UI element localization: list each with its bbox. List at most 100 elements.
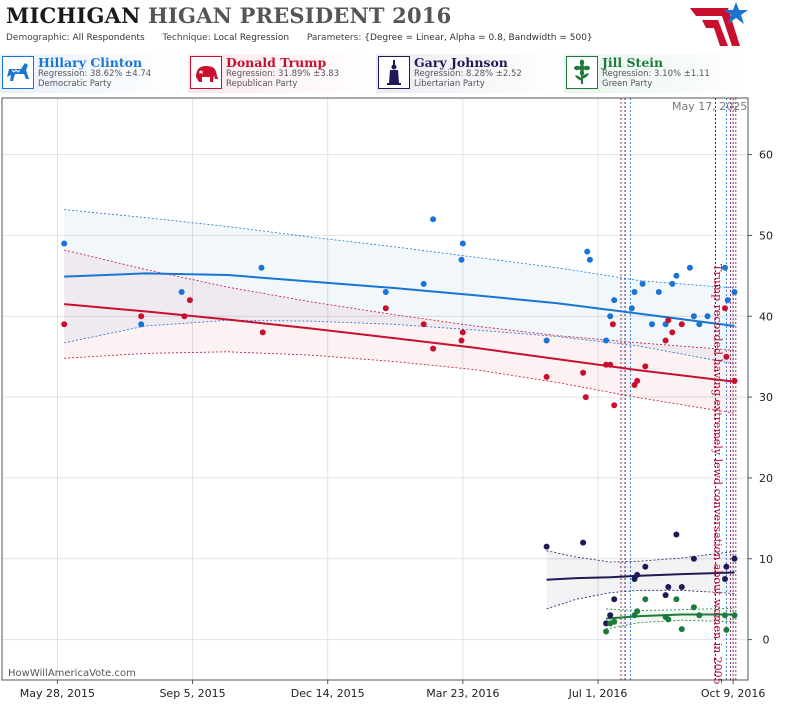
poll-point	[382, 289, 389, 295]
poll-point	[731, 289, 738, 295]
poll-point	[543, 373, 550, 380]
donkey-icon	[2, 56, 34, 89]
liberty-statue-icon	[378, 56, 410, 89]
poll-point	[603, 620, 610, 627]
elephant-icon	[190, 56, 222, 89]
poll-point	[459, 329, 466, 336]
poll-point	[420, 321, 427, 328]
poll-point	[61, 321, 68, 328]
y-tick-label: 40	[759, 310, 773, 323]
poll-point	[678, 321, 685, 328]
candidate-regression: Regression: 8.28% ±2.52	[414, 69, 522, 79]
poll-point	[178, 289, 185, 295]
poll-point	[580, 539, 587, 546]
poll-point	[665, 317, 672, 324]
poll-point	[631, 289, 638, 295]
x-tick-label: May 28, 2015	[20, 687, 95, 700]
poll-point	[458, 337, 465, 344]
poll-point	[181, 313, 188, 320]
poll-point	[611, 596, 618, 603]
poll-point	[459, 240, 466, 247]
poll-point	[655, 289, 662, 295]
parameters-label: Parameters:	[306, 33, 362, 43]
date-stamp: May 17, 2025	[672, 100, 748, 113]
candidate-party: Libertarian Party	[414, 79, 485, 89]
poll-point	[690, 604, 697, 611]
parameters-value: {Degree = Linear, Alpha = 0.8, Bandwidth…	[364, 33, 593, 43]
band-upper-1	[64, 249, 735, 351]
poll-point	[634, 608, 641, 615]
confidence-band-1	[64, 250, 735, 414]
poll-point	[582, 394, 589, 401]
candidate-card-clinton: Hillary Clinton Regression: 38.62% ±4.74…	[0, 54, 186, 93]
poll-point	[642, 596, 649, 603]
poll-point	[690, 555, 697, 562]
candidate-name: Hillary Clinton	[38, 55, 143, 70]
poll-point	[458, 256, 465, 263]
poll-point	[603, 361, 610, 368]
poll-point	[704, 313, 711, 320]
trend-line-2	[546, 571, 735, 581]
poll-point	[686, 264, 693, 271]
poll-point	[430, 216, 437, 223]
poll-point	[696, 321, 703, 328]
candidate-regression: Regression: 3.10% ±1.11	[602, 69, 710, 79]
band-upper-3	[606, 607, 735, 611]
candidate-party: Green Party	[602, 79, 653, 89]
y-tick-label: 0	[763, 634, 770, 647]
y-tick-label: 10	[759, 553, 773, 566]
poll-point	[628, 305, 635, 312]
trend-line-0	[64, 272, 735, 327]
poll-point	[543, 337, 550, 344]
title-race: HIGAN PRESIDENT 2016	[147, 3, 452, 28]
poll-point	[673, 531, 680, 538]
title-state: MICHIGAN	[6, 3, 148, 28]
candidate-card-johnson: Gary Johnson Regression: 8.28% ±2.52 Lib…	[376, 54, 562, 93]
poll-chart: 0 10 20 30 40 50 60 May 28, 2015 Sep 5, 2015 Dec …	[1, 97, 773, 700]
poll-point	[731, 555, 738, 562]
band-upper-0	[64, 209, 735, 289]
band-upper-2	[546, 550, 735, 563]
trend-line-3	[606, 613, 735, 620]
plot-frame	[1, 97, 749, 681]
y-tick-label: 60	[759, 149, 773, 162]
poll-point	[430, 345, 437, 352]
poll-point	[138, 321, 145, 328]
poll-point	[665, 584, 672, 590]
confidence-bands	[64, 209, 735, 630]
poll-point	[586, 256, 593, 263]
poll-point	[611, 297, 618, 304]
chart-grid	[2, 98, 748, 680]
poll-point	[722, 576, 728, 582]
x-tick-label: Dec 14, 2015	[291, 687, 365, 700]
poll-point	[611, 618, 618, 625]
candidate-card-trump: Donald Trump Regression: 31.89% ±3.83 Re…	[188, 54, 374, 93]
poll-point	[607, 612, 614, 619]
poll-point	[731, 377, 738, 384]
candidate-regression: Regression: 31.89% ±3.83	[226, 69, 340, 79]
poll-point	[723, 563, 730, 570]
demographic-value: All Respondents	[72, 33, 145, 43]
poll-point	[186, 297, 193, 304]
parameters-line: Demographic: All Respondents Technique: …	[6, 33, 593, 43]
poll-point	[649, 321, 655, 328]
poll-point	[731, 612, 738, 619]
poll-point	[259, 329, 266, 336]
poll-point	[690, 313, 697, 320]
y-tick-label: 30	[759, 391, 773, 404]
poll-point	[723, 626, 730, 633]
confidence-band-0	[64, 209, 735, 364]
poll-point	[611, 402, 618, 409]
site-credit: HowWillAmericaVote.com	[8, 668, 136, 679]
poll-point	[723, 353, 730, 360]
poll-point	[382, 305, 389, 312]
candidate-cards: Hillary Clinton Regression: 38.62% ±4.74…	[0, 54, 789, 94]
poll-point	[584, 248, 591, 255]
star-swoosh-logo-icon	[690, 2, 748, 46]
poll-point	[642, 363, 649, 370]
candidate-regression: Regression: 38.62% ±4.74	[38, 69, 152, 79]
poll-point	[138, 313, 145, 320]
poll-point	[609, 321, 616, 328]
candidate-party: Republican Party	[226, 79, 298, 89]
poll-point	[673, 596, 680, 603]
